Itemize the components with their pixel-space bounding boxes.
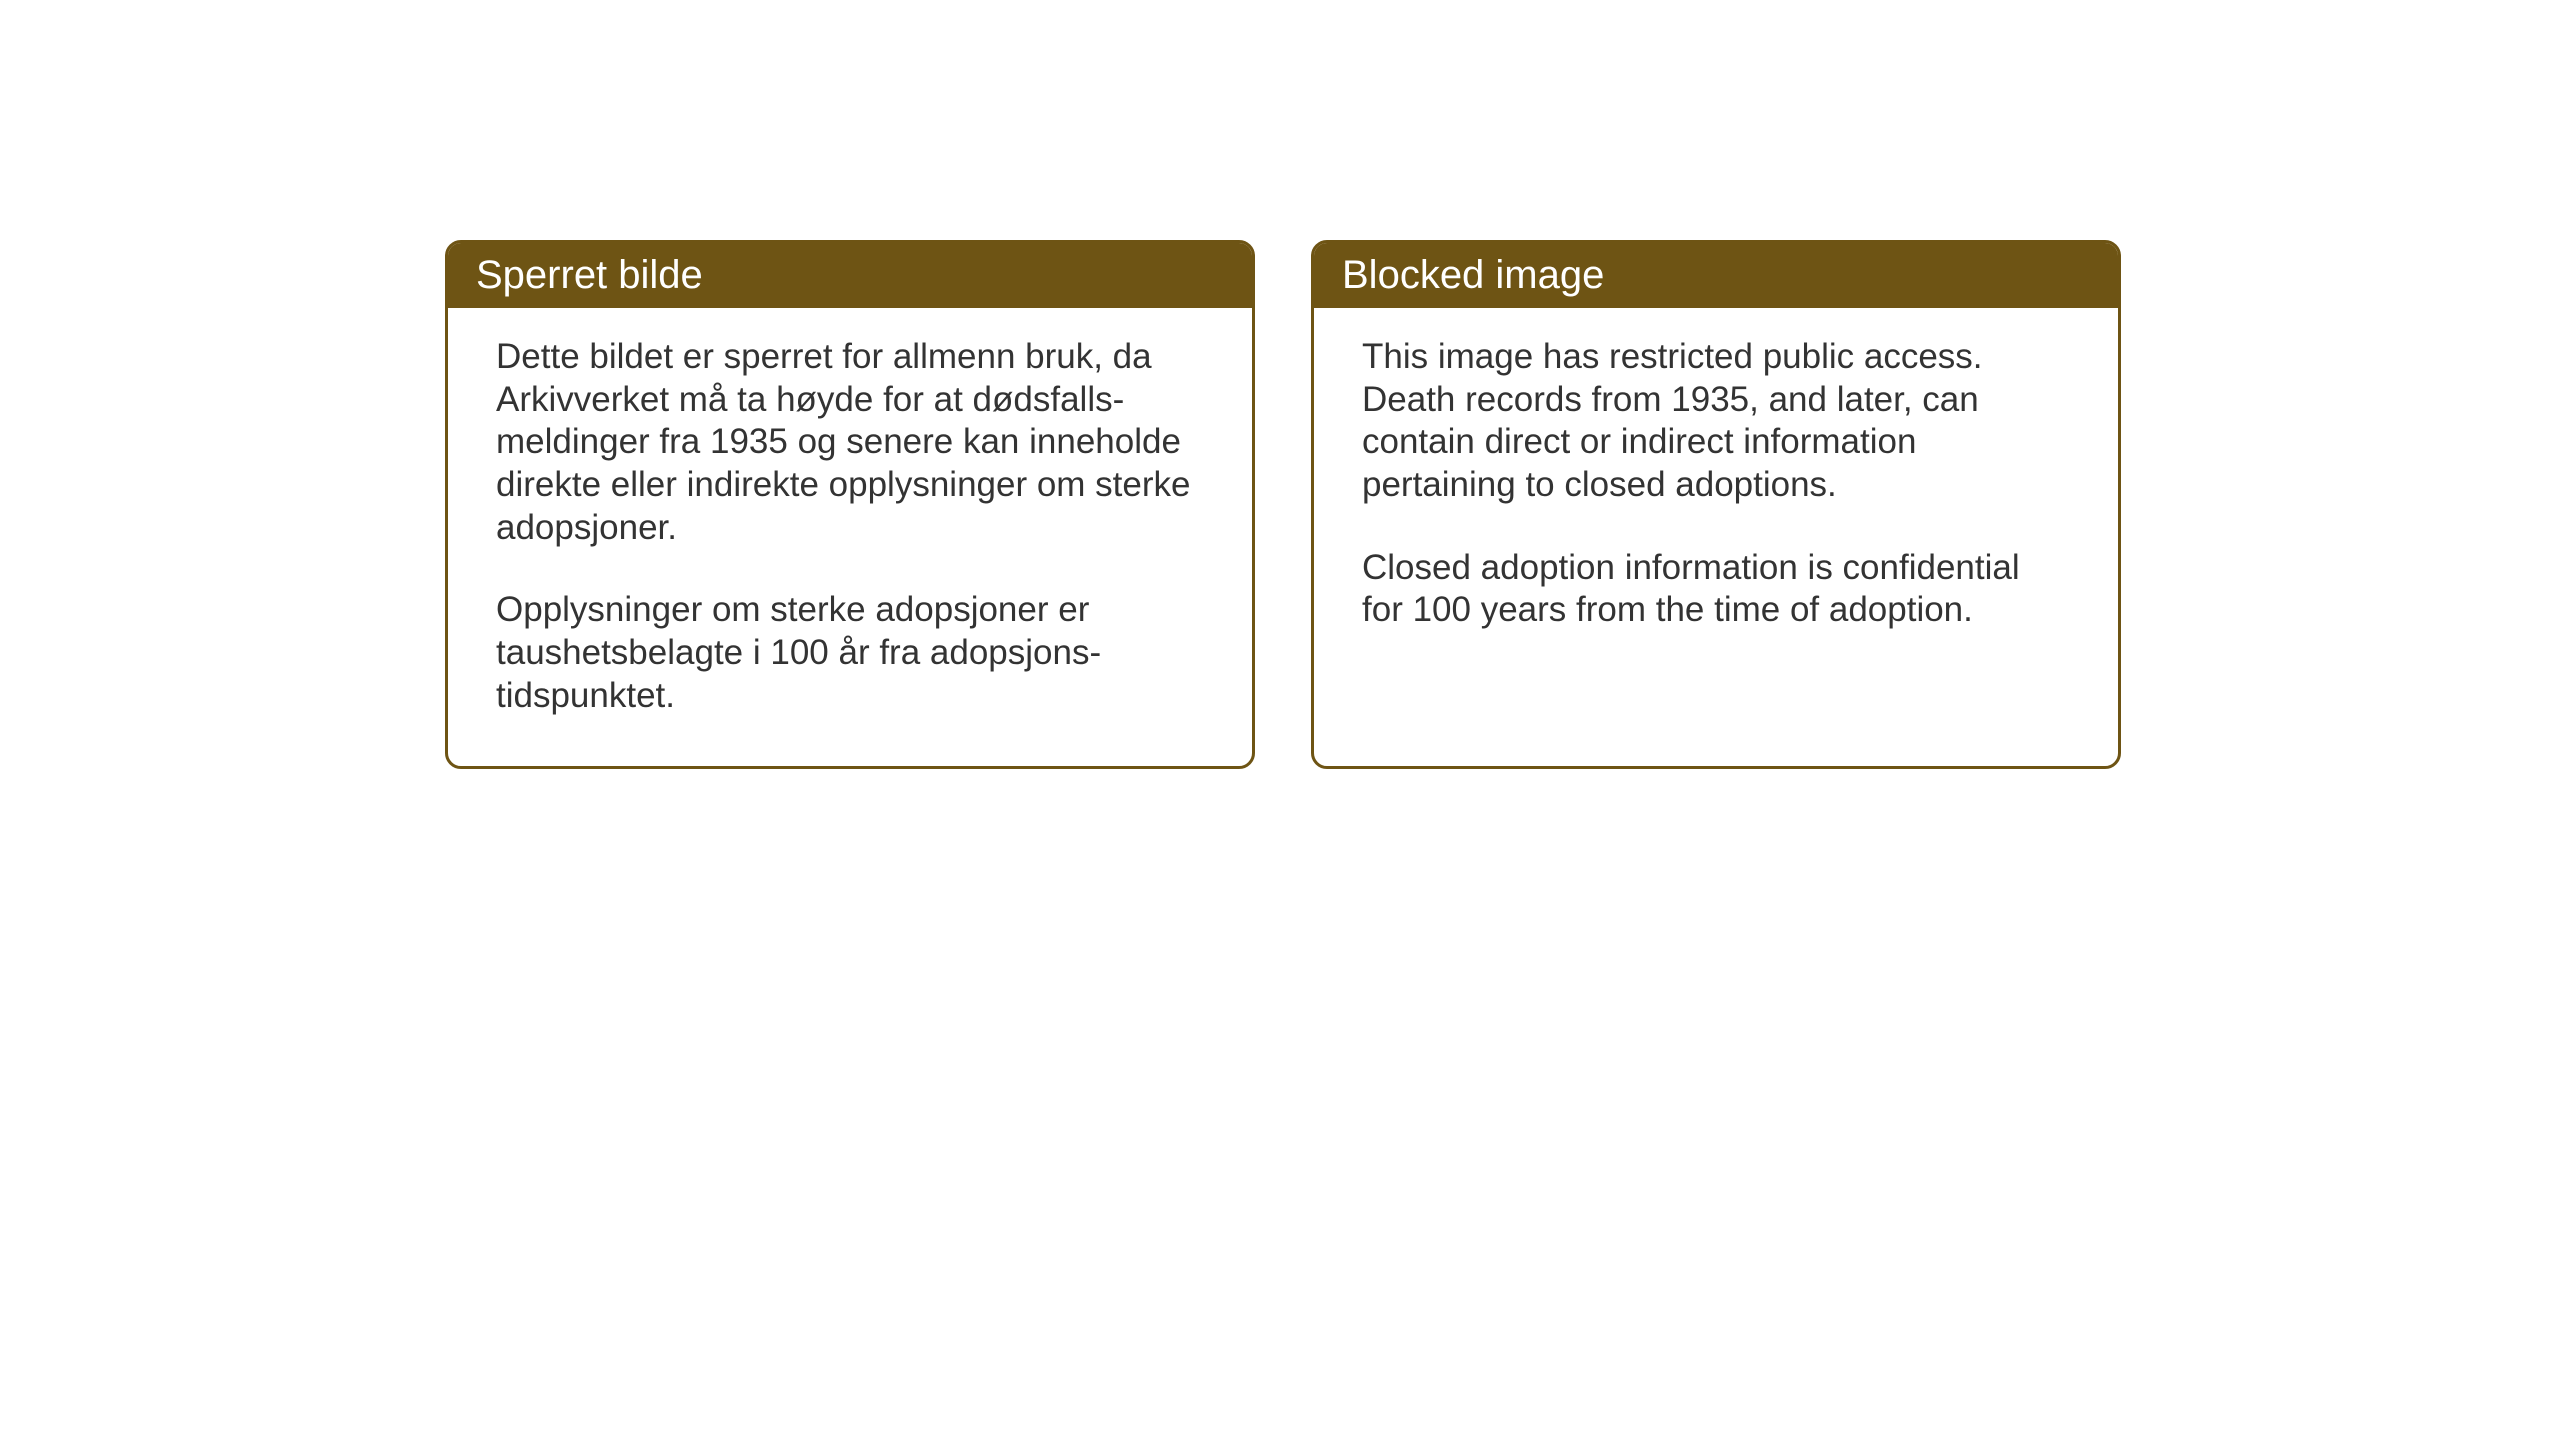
- notice-header-english: Blocked image: [1314, 243, 2118, 308]
- notice-title-english: Blocked image: [1342, 253, 1604, 297]
- notice-header-norwegian: Sperret bilde: [448, 243, 1252, 308]
- notice-card-norwegian: Sperret bilde Dette bildet er sperret fo…: [445, 240, 1255, 769]
- notice-paragraph-2-norwegian: Opplysninger om sterke adopsjoner er tau…: [496, 589, 1204, 717]
- notice-paragraph-2-english: Closed adoption information is confident…: [1362, 547, 2070, 632]
- notice-paragraph-1-english: This image has restricted public access.…: [1362, 336, 2070, 507]
- notice-body-english: This image has restricted public access.…: [1314, 308, 2118, 680]
- notice-container: Sperret bilde Dette bildet er sperret fo…: [445, 240, 2121, 769]
- notice-card-english: Blocked image This image has restricted …: [1311, 240, 2121, 769]
- notice-paragraph-1-norwegian: Dette bildet er sperret for allmenn bruk…: [496, 336, 1204, 549]
- notice-title-norwegian: Sperret bilde: [476, 253, 703, 297]
- notice-body-norwegian: Dette bildet er sperret for allmenn bruk…: [448, 308, 1252, 766]
